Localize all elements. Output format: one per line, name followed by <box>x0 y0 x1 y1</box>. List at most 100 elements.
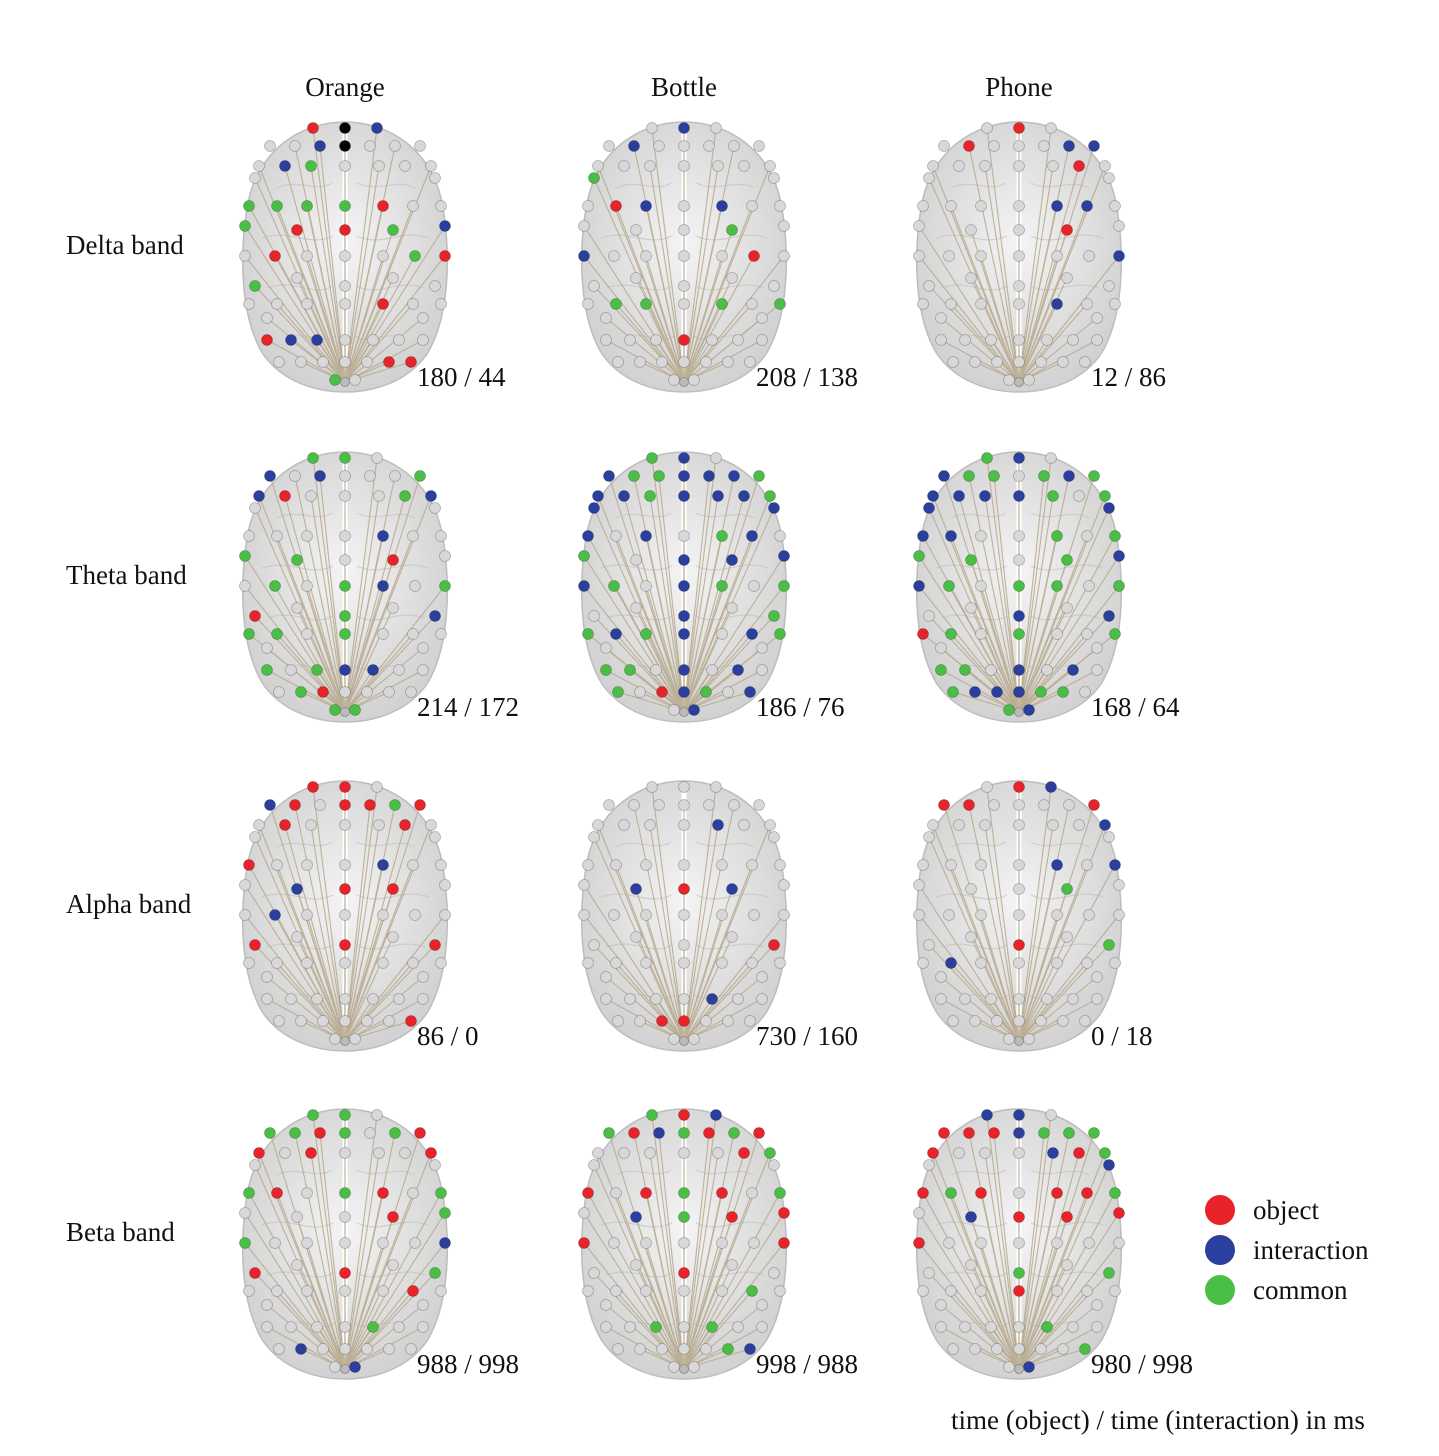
electrode-neutral <box>407 298 419 310</box>
electrode-neutral <box>600 642 612 654</box>
electrode-neutral <box>339 356 351 368</box>
electrode-neutral <box>610 1285 622 1297</box>
connection-line <box>970 607 1020 713</box>
electrode-neutral <box>1081 957 1093 969</box>
connection-line <box>583 884 685 1042</box>
electrode-neutral <box>417 664 429 676</box>
electrode-common <box>1109 628 1121 640</box>
electrode-neutral <box>239 909 251 921</box>
electrode-neutral <box>985 1321 997 1333</box>
connection-line <box>344 1152 380 1370</box>
connection-line <box>276 205 346 383</box>
electrode-interaction <box>1013 1109 1025 1121</box>
electrode-interaction <box>678 580 690 592</box>
electrode-neutral <box>630 554 642 566</box>
electrode-neutral <box>979 819 991 831</box>
electrode-neutral <box>339 250 351 262</box>
electrode-object <box>917 628 929 640</box>
connection-line <box>284 495 346 713</box>
electrode-neutral <box>700 356 712 368</box>
brain-beta-band-phone <box>913 1108 1125 1380</box>
connection-line <box>940 317 1020 383</box>
electrode-neutral <box>610 1187 622 1199</box>
electrode-neutral <box>417 334 429 346</box>
connection-line <box>583 555 685 713</box>
connection-line <box>276 633 346 713</box>
electrode-interaction <box>678 470 690 482</box>
electrode-neutral <box>688 1033 700 1045</box>
electrode-interaction <box>1103 1159 1115 1171</box>
electrode-interaction <box>630 1211 642 1223</box>
connection-line <box>1018 633 1088 713</box>
electrode-neutral <box>435 530 447 542</box>
electrode-object <box>339 883 351 895</box>
connection-line <box>645 535 685 713</box>
electrode-neutral <box>969 1343 981 1355</box>
connection-line <box>1018 205 1058 383</box>
electrode-neutral <box>367 334 379 346</box>
electrode-neutral <box>289 470 301 482</box>
electrode-interaction <box>712 819 724 831</box>
electrode-common <box>612 686 624 698</box>
electrode-neutral <box>387 602 399 614</box>
electrode-neutral <box>1061 931 1073 943</box>
electrode-common <box>389 1127 401 1139</box>
electrode-common <box>646 1109 658 1121</box>
electrode-neutral <box>1013 160 1025 172</box>
electrode-neutral <box>1083 909 1095 921</box>
electrode-neutral <box>640 957 652 969</box>
electrode-common <box>1057 686 1069 698</box>
electrode-hub <box>679 1036 689 1046</box>
electrode-object <box>678 883 690 895</box>
electrode-neutral <box>1079 1015 1091 1027</box>
electrode-neutral <box>329 1033 341 1045</box>
electrode-object <box>377 200 389 212</box>
electrode-neutral <box>608 250 620 262</box>
electrode-neutral <box>339 1147 351 1159</box>
connection-line <box>683 1192 723 1370</box>
connection-line <box>970 936 1020 1042</box>
electrode-neutral <box>610 957 622 969</box>
connection-line <box>244 555 346 713</box>
connection-line <box>683 1192 781 1370</box>
electrode-neutral <box>1091 1321 1103 1333</box>
electrode-neutral <box>414 140 426 152</box>
connection-line <box>276 535 346 713</box>
electrode-neutral <box>582 957 594 969</box>
electrode-object <box>778 1237 790 1249</box>
electrode-neutral <box>1083 250 1095 262</box>
connection-line <box>683 205 753 383</box>
electrode-neutral <box>917 859 929 871</box>
electrode-neutral <box>1073 819 1085 831</box>
electrode-common <box>311 664 323 676</box>
connection-line <box>645 1192 685 1370</box>
connection-line <box>683 277 733 383</box>
electrode-neutral <box>959 1321 971 1333</box>
electrode-object <box>678 1015 690 1027</box>
electrode-neutral <box>1067 993 1079 1005</box>
connection-line <box>649 495 685 713</box>
electrode-neutral <box>1003 1033 1015 1045</box>
electrode-neutral <box>295 356 307 368</box>
electrode-object <box>387 1211 399 1223</box>
connection-line <box>635 277 685 383</box>
electrode-neutral <box>965 224 977 236</box>
electrode-neutral <box>953 819 965 831</box>
electrode-neutral <box>678 160 690 172</box>
electrode-neutral <box>678 819 690 831</box>
connection-line <box>1018 303 1088 383</box>
electrode-common <box>913 550 925 562</box>
electrode-neutral <box>678 1147 690 1159</box>
electrode-common <box>608 580 620 592</box>
electrode-neutral <box>778 879 790 891</box>
electrode-neutral <box>608 1237 620 1249</box>
electrode-common <box>1063 1127 1075 1139</box>
connection-line <box>344 936 394 1042</box>
connection-line <box>633 804 685 1042</box>
electrode-common <box>746 1285 758 1297</box>
connection-line <box>593 944 685 1042</box>
connection-line <box>583 225 685 383</box>
electrode-common <box>678 1187 690 1199</box>
electrode-interaction <box>726 883 738 895</box>
electrode-interaction <box>678 122 690 134</box>
